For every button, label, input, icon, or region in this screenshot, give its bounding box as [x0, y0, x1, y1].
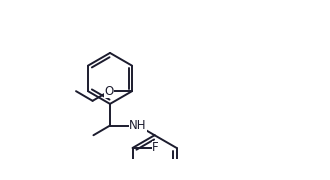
Text: NH: NH	[129, 119, 147, 132]
Text: O: O	[105, 85, 114, 98]
Text: F: F	[152, 141, 158, 154]
